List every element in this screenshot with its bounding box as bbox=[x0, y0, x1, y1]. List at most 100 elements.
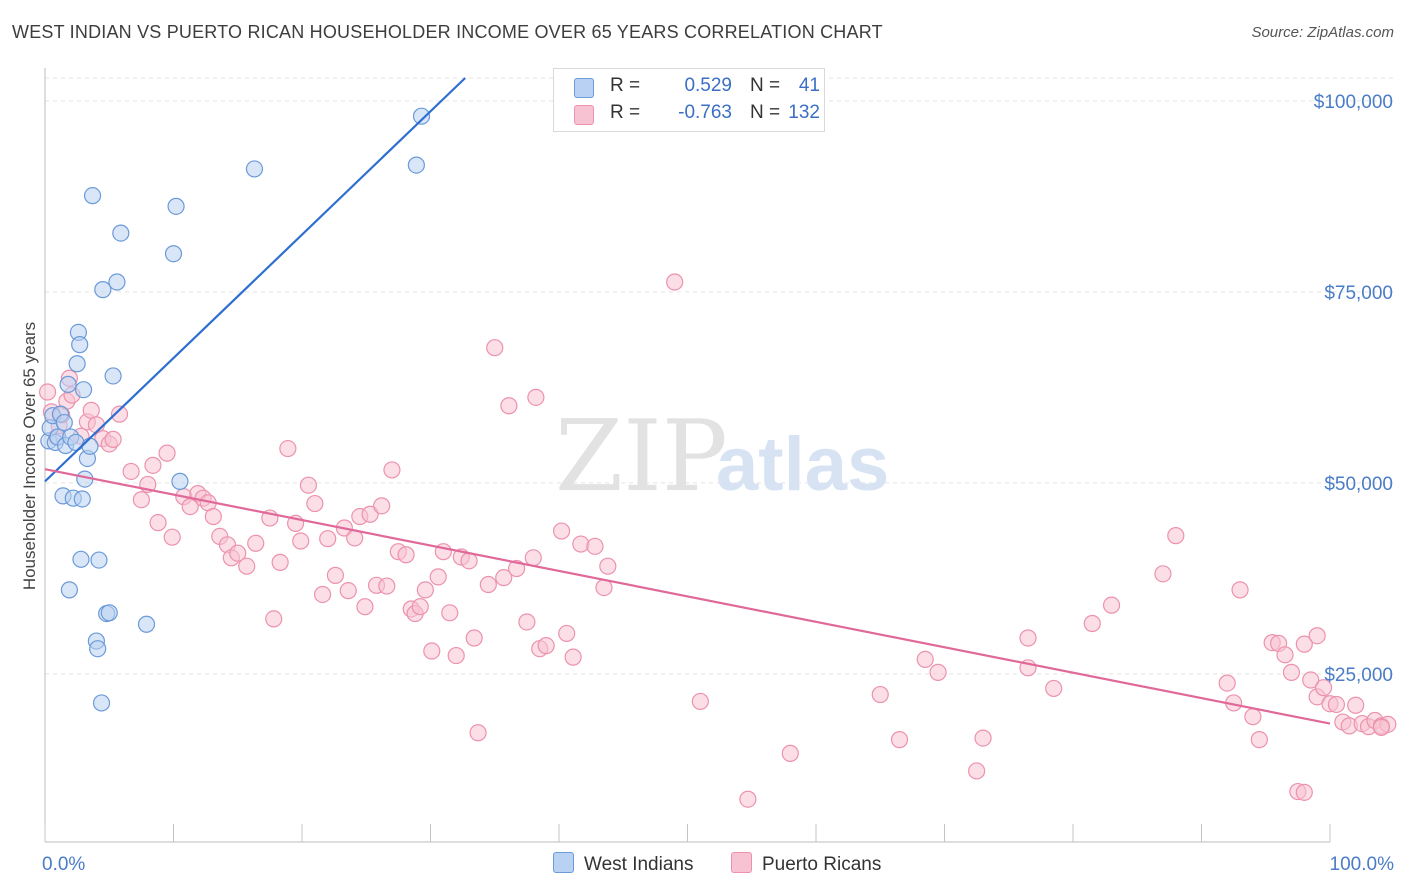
puerto-rican-point bbox=[691, 692, 709, 711]
y-tick-label: $75,000 bbox=[1324, 283, 1393, 304]
legend-r-label: R = bbox=[610, 75, 641, 96]
puerto-rican-point bbox=[1102, 596, 1121, 614]
puerto-rican-point bbox=[416, 581, 434, 599]
west-indian-point bbox=[71, 336, 89, 354]
puerto-rican-point bbox=[163, 528, 181, 546]
west-indian-point bbox=[74, 381, 93, 399]
puerto-ricans-trend-line bbox=[44, 468, 1331, 725]
puerto-rican-point bbox=[495, 569, 513, 587]
puerto-rican-point bbox=[441, 604, 459, 622]
puerto-rican-point bbox=[781, 744, 799, 762]
puerto-rican-point bbox=[132, 491, 150, 509]
watermark-zip: ZIP bbox=[555, 400, 728, 514]
west-indian-point bbox=[55, 413, 73, 432]
chart-title: WEST INDIAN VS PUERTO RICAN HOUSEHOLDER … bbox=[12, 22, 883, 42]
puerto-rican-point bbox=[929, 663, 947, 681]
y-tick-label: $100,000 bbox=[1314, 92, 1393, 113]
west-indian-point bbox=[412, 107, 431, 125]
puerto-rican-point bbox=[1282, 663, 1301, 681]
blue-swatch-icon bbox=[574, 78, 594, 98]
west-indian-point bbox=[68, 355, 86, 373]
puerto-rican-point bbox=[974, 729, 992, 747]
puerto-rican-point bbox=[1308, 627, 1326, 645]
y-tick-label: $25,000 bbox=[1324, 665, 1393, 686]
legend-r-value: -0.763 bbox=[678, 102, 732, 123]
puerto-rican-point bbox=[1250, 731, 1268, 749]
west-indian-point bbox=[94, 281, 112, 299]
puerto-rican-point bbox=[247, 534, 265, 552]
bottom-legend-west-indians[interactable]: West Indians bbox=[553, 852, 693, 876]
puerto-rican-point bbox=[469, 724, 487, 742]
puerto-rican-point bbox=[1295, 783, 1313, 801]
puerto-rican-point bbox=[666, 273, 684, 291]
puerto-rican-point bbox=[204, 507, 222, 526]
correlation-legend: R = 0.529 N = 41 R = -0.763 N = 132 bbox=[553, 68, 825, 132]
west-indian-point bbox=[89, 640, 107, 658]
puerto-rican-point bbox=[1167, 527, 1185, 545]
puerto-rican-point bbox=[279, 439, 297, 458]
puerto-rican-point bbox=[38, 383, 57, 401]
west-indian-point bbox=[81, 437, 99, 455]
puerto-rican-point bbox=[238, 557, 256, 575]
puerto-rican-point bbox=[313, 585, 332, 604]
west-indian-point bbox=[171, 472, 189, 490]
puerto-rican-point bbox=[871, 685, 889, 704]
west-indian-point bbox=[407, 156, 425, 174]
puerto-rican-point bbox=[104, 430, 122, 448]
y-axis-title: Householder Income Over 65 years bbox=[20, 322, 39, 590]
west-indian-point bbox=[104, 367, 122, 385]
puerto-rican-point bbox=[586, 537, 604, 555]
puerto-rican-point bbox=[423, 642, 441, 660]
puerto-ricans-points bbox=[38, 273, 1397, 808]
puerto-rican-point bbox=[1045, 679, 1063, 698]
west-indian-point bbox=[72, 550, 90, 568]
puerto-rican-point bbox=[158, 444, 176, 462]
puerto-rican-point bbox=[1276, 646, 1294, 664]
puerto-rican-point bbox=[122, 462, 140, 481]
west-indian-point bbox=[167, 197, 185, 215]
bottom-legend-puerto-ricans[interactable]: Puerto Ricans bbox=[731, 852, 881, 876]
puerto-rican-point bbox=[356, 598, 374, 616]
west-indian-point bbox=[100, 604, 118, 622]
puerto-rican-point bbox=[564, 648, 582, 666]
west-indians-trend-line bbox=[44, 77, 466, 483]
puerto-rican-point bbox=[319, 530, 337, 548]
legend-n-label: N = bbox=[750, 102, 781, 123]
puerto-rican-point bbox=[1302, 671, 1320, 689]
puerto-rican-point bbox=[558, 624, 576, 643]
puerto-rican-point bbox=[500, 397, 518, 415]
west-indian-point bbox=[83, 187, 102, 205]
puerto-rican-point bbox=[378, 577, 396, 595]
legend-n-value: 132 bbox=[788, 102, 820, 123]
west-indian-point bbox=[92, 694, 111, 712]
puerto-rican-point bbox=[1231, 581, 1249, 599]
puerto-rican-point bbox=[524, 549, 542, 567]
pink-swatch-icon bbox=[574, 105, 594, 125]
puerto-rican-point bbox=[361, 505, 379, 523]
legend-label-west-indians: West Indians bbox=[584, 854, 694, 875]
puerto-rican-point bbox=[82, 401, 100, 419]
puerto-rican-point bbox=[1244, 708, 1262, 726]
puerto-rican-point bbox=[373, 497, 391, 515]
puerto-rican-point bbox=[1347, 696, 1365, 714]
axes bbox=[44, 68, 1331, 843]
puerto-rican-point bbox=[271, 553, 289, 571]
watermark-atlas: atlas bbox=[716, 422, 889, 507]
puerto-rican-point bbox=[486, 339, 504, 357]
puerto-rican-point bbox=[518, 613, 536, 631]
puerto-rican-point bbox=[265, 610, 283, 628]
puerto-rican-point bbox=[306, 494, 324, 513]
west-indian-point bbox=[67, 433, 85, 452]
puerto-rican-point bbox=[299, 476, 318, 494]
puerto-rican-point bbox=[916, 650, 934, 669]
puerto-rican-point bbox=[229, 544, 247, 562]
puerto-rican-point bbox=[1327, 695, 1346, 714]
puerto-rican-point bbox=[527, 388, 545, 406]
puerto-rican-point bbox=[144, 456, 162, 474]
puerto-rican-point bbox=[292, 532, 310, 550]
puerto-rican-point bbox=[599, 557, 617, 575]
puerto-rican-point bbox=[149, 514, 167, 532]
puerto-rican-point bbox=[968, 762, 986, 780]
puerto-rican-point bbox=[1154, 565, 1172, 583]
